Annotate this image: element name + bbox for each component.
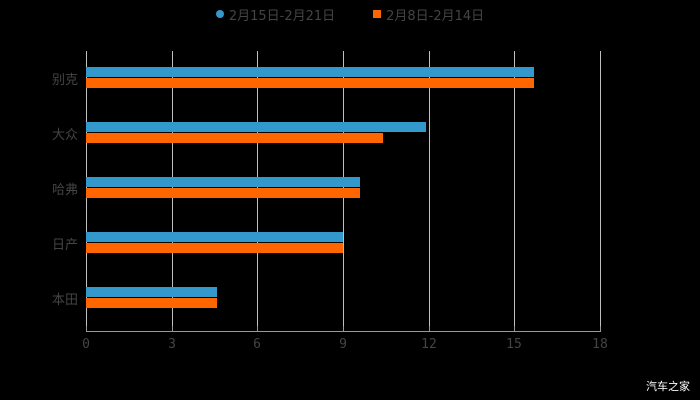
watermark: 汽车之家 <box>646 380 690 393</box>
axis-tick <box>429 326 430 332</box>
x-tick-label: 6 <box>253 337 261 352</box>
legend-item-series-2[interactable]: 2月8日-2月14日 <box>373 5 484 24</box>
category-label: 本田 <box>51 293 78 308</box>
axis-tick <box>343 326 344 332</box>
category-label: 日产 <box>51 238 78 253</box>
x-tick-label: 9 <box>339 337 347 352</box>
gridline <box>600 51 601 326</box>
bar-series-1[interactable] <box>86 177 361 187</box>
category-label: 哈弗 <box>51 183 78 198</box>
bar-series-2[interactable] <box>86 133 383 143</box>
axis-tick <box>257 326 258 332</box>
gridline <box>514 51 515 326</box>
bar-series-2[interactable] <box>86 298 218 308</box>
x-tick-label: 18 <box>592 337 608 352</box>
x-tick-label: 0 <box>82 337 90 352</box>
bar-series-1[interactable] <box>86 287 218 297</box>
x-axis-line <box>86 331 600 332</box>
legend-circle-icon <box>215 10 224 18</box>
bar-series-2[interactable] <box>86 243 343 253</box>
axis-tick <box>600 326 601 332</box>
legend-label: 2月8日-2月14日 <box>386 8 485 24</box>
axis-tick <box>514 326 515 332</box>
bar-series-1[interactable] <box>86 232 343 242</box>
legend-label: 2月15日-2月21日 <box>228 8 336 24</box>
category-label: 别克 <box>51 73 78 88</box>
legend-item-series-1[interactable]: 2月15日-2月21日 <box>215 5 336 24</box>
x-tick-label: 15 <box>506 337 522 352</box>
axis-tick <box>172 326 173 332</box>
bar-series-2[interactable] <box>86 188 361 198</box>
bar-series-1[interactable] <box>86 67 535 77</box>
x-tick-label: 3 <box>168 337 176 352</box>
x-tick-label: 12 <box>421 337 437 352</box>
bar-series-1[interactable] <box>86 122 426 132</box>
chart-legend: 2月15日-2月21日 2月8日-2月14日 <box>0 4 700 24</box>
legend-square-icon <box>373 10 382 18</box>
category-label: 大众 <box>51 128 78 143</box>
bar-series-2[interactable] <box>86 78 535 88</box>
gridline <box>429 51 430 326</box>
axis-tick <box>86 326 87 332</box>
